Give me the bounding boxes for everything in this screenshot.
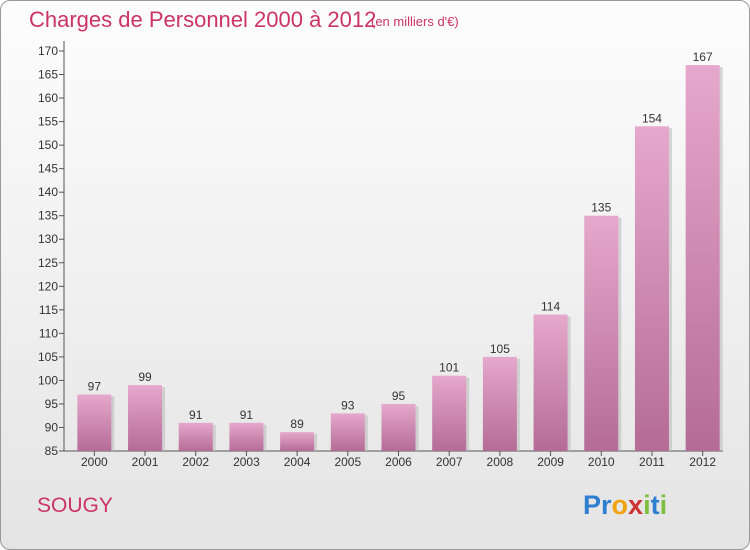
logo-letter: x: [628, 490, 644, 520]
x-tick-label: 2009: [537, 455, 564, 469]
logo-letter: P: [583, 490, 602, 520]
chart-subtitle: (en milliers d'€): [371, 14, 459, 29]
y-tick-label: 90: [45, 420, 59, 434]
bar: [584, 215, 619, 451]
bar: [533, 314, 568, 451]
bar: [432, 375, 467, 451]
bar: [482, 356, 517, 451]
bar: [229, 422, 264, 451]
bar-value-label: 135: [591, 201, 611, 215]
logo-letter: r: [601, 490, 612, 520]
bar: [178, 422, 213, 451]
x-tick-label: 2005: [334, 455, 361, 469]
bar-value-label: 114: [541, 300, 560, 314]
y-tick-label: 105: [38, 350, 58, 364]
chart-axes: 85 90 95 100 105 110 115 120 125 130 135 140 145 150 1…: [38, 41, 723, 458]
bar-value-label: 154: [642, 111, 662, 125]
bar-value-label: 97: [88, 380, 102, 394]
chart-title: Charges de Personnel 2000 à 2012: [29, 7, 377, 32]
x-tick-label: 2001: [132, 455, 159, 469]
y-tick-label: 145: [38, 162, 58, 176]
bar-value-label: 91: [189, 408, 203, 422]
x-tick-label: 2011: [639, 455, 665, 469]
logo-letter: o: [611, 490, 629, 520]
x-tick-label: 2000: [81, 455, 108, 469]
x-tick-label: 2002: [182, 455, 209, 469]
logo-letter: i: [643, 490, 651, 520]
bar: [280, 432, 315, 451]
chart-bars: [77, 65, 723, 451]
bar: [77, 394, 112, 451]
y-tick-label: 140: [38, 185, 58, 199]
y-tick-label: 135: [38, 209, 58, 223]
y-tick-label: 170: [38, 44, 58, 58]
y-tick-label: 155: [38, 115, 58, 129]
y-tick-label: 120: [38, 279, 58, 293]
proxiti-logo: Proxiti: [583, 490, 667, 521]
bar-value-label: 95: [392, 389, 406, 403]
bar-value-label: 93: [341, 398, 355, 412]
bar: [128, 385, 163, 451]
place-name: SOUGY: [37, 494, 113, 517]
y-tick-label: 110: [39, 326, 58, 340]
y-tick-label: 160: [38, 91, 58, 105]
bar: [685, 65, 720, 451]
logo-letter: t: [650, 490, 660, 520]
y-tick-label: 115: [39, 303, 58, 317]
bar: [330, 413, 365, 451]
logo-letter: i: [659, 490, 668, 520]
x-tick-label: 2003: [233, 455, 260, 469]
y-tick-label: 100: [38, 373, 58, 387]
bar-value-label: 91: [240, 408, 254, 422]
x-tick-label: 2004: [284, 455, 311, 469]
bar-value-label: 89: [290, 417, 304, 431]
bar: [634, 126, 669, 451]
x-tick-label: 2008: [487, 455, 514, 469]
y-tick-label: 85: [45, 444, 59, 458]
y-tick-label: 95: [45, 397, 59, 411]
bar-value-label: 99: [138, 370, 152, 384]
bar: [381, 403, 416, 451]
x-tick-label: 2007: [436, 455, 463, 469]
x-tick-label: 2006: [385, 455, 412, 469]
bar-value-label: 101: [439, 361, 459, 375]
y-tick-label: 130: [38, 232, 58, 246]
x-tick-label: 2012: [689, 455, 716, 469]
bar-value-label: 167: [693, 50, 713, 64]
bar-value-label: 105: [490, 342, 510, 356]
x-tick-label: 2010: [588, 455, 615, 469]
y-tick-label: 125: [38, 256, 58, 270]
y-tick-label: 165: [38, 68, 58, 82]
y-tick-label: 150: [38, 138, 58, 152]
chart-labels: 97 2000 99 2001 91 2002 91 2003 89 2004 93 2005 95 20…: [81, 50, 716, 469]
